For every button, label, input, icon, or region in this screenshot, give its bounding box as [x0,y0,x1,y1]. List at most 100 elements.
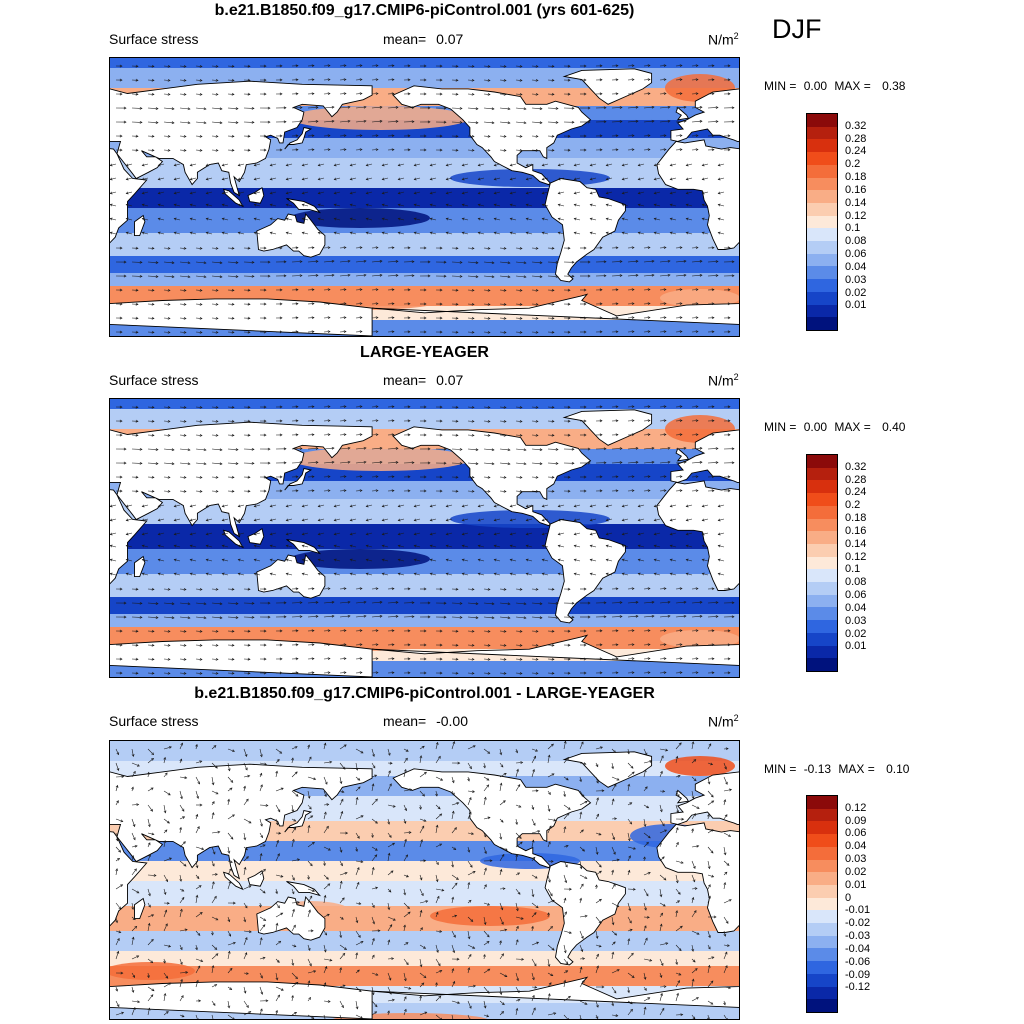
stress-vectors [115,741,733,1019]
colorbar-swatch [807,543,837,557]
colorbar-swatch [807,164,837,178]
panel-2-title: LARGE-YEAGER [360,344,489,361]
colorbar-label: 0.08 [845,576,867,589]
colorbar-label: 0.03 [845,273,867,286]
stress-band [110,574,739,597]
colorbar-label: -0.12 [845,981,871,994]
colorbar-swatch [807,645,837,659]
panel-3-colorbar [806,795,838,1013]
landmass-eurasia [110,80,373,197]
colorbar-swatch [807,215,837,229]
colorbar-label: 0.02 [845,286,867,299]
colorbar-swatch [807,317,837,330]
panel-3-max-label: MAX = [838,762,875,776]
colorbar-label: 0.02 [845,627,867,640]
colorbar-label: 0.02 [845,865,867,878]
colorbar-label: 0.18 [845,171,867,184]
colorbar-swatch [807,935,837,949]
stress-band [110,841,739,861]
colorbar-swatch [807,620,837,633]
colorbar-label: 0.12 [845,801,867,814]
colorbar-label: 0.18 [845,512,867,525]
landmass-britain [675,447,690,462]
landmass-newguinea [286,881,322,897]
colorbar-label: -0.03 [845,930,871,943]
colorbar-swatch [807,884,837,898]
colorbar-swatch [807,569,837,583]
stress-band [110,188,739,208]
colorbar-label: 0.1 [845,222,861,235]
panel-3-mean: mean= -0.00 [383,713,468,729]
colorbar-label: -0.02 [845,917,871,930]
stress-band [110,58,739,68]
colorbar-swatch [807,796,837,809]
colorbar-label: 0.01 [845,878,867,891]
colorbar-label: 0.24 [845,486,867,499]
colorbar-swatch [807,910,837,924]
stress-anomaly [660,289,739,307]
panel-1-colorbar [806,113,838,331]
stress-band [110,256,739,273]
colorbar-label: 0.01 [845,640,867,653]
panel-3-min-label: MIN = [764,762,797,776]
colorbar-label: 0.12 [845,550,867,563]
landmass-antarctica [110,981,373,1019]
landmass-antarctica [110,298,373,336]
colorbar-swatch [807,986,837,1000]
colorbar-label: 0.01 [845,299,867,312]
landmass-antarctica [372,634,739,666]
stress-anomaly [290,447,470,471]
colorbar-swatch [807,455,837,468]
colorbar-label: -0.01 [845,904,871,917]
landmass-japan [284,126,313,150]
colorbar-label: 0.32 [845,119,867,132]
colorbar-label: 0.28 [845,473,867,486]
colorbar-label: 0.04 [845,840,867,853]
panel-3-mean-value: -0.00 [436,713,469,729]
panel-1-mean-label: mean= [383,31,427,47]
colorbar-label: 0.03 [845,614,867,627]
landmass-madagascar [134,214,146,237]
colorbar-label: 0.06 [845,827,867,840]
stress-anomaly [290,106,470,130]
stress-band [110,597,739,614]
stress-band [110,399,739,409]
landmass-antarctica [110,639,373,677]
colorbar-label: 0 [845,891,852,904]
colorbar-swatch [807,607,837,621]
panel-1-units-base: N/m [708,31,734,48]
landmass-sumatra [222,188,244,208]
stress-vectors [110,405,735,675]
colorbar-swatch [807,114,837,127]
landmass-eurasia [110,421,373,538]
colorbar-swatch [807,897,837,911]
landmass-eurasia [670,429,739,483]
panel-1-variable-label: Surface stress [109,31,199,47]
landmass-madagascar [134,555,146,578]
colorbar-swatch [807,139,837,153]
panel-2-min-value: 0.00 [803,420,828,434]
panel-1-max-value: 0.38 [882,79,906,93]
colorbar-swatch [807,808,837,822]
colorbar-swatch [807,948,837,962]
colorbar-swatch [807,531,837,544]
panel-3-title: b.e21.B1850.f09_g17.CMIP6-piControl.001 … [194,685,655,702]
panel-1-min-value: 0.00 [803,79,828,93]
colorbar-swatch [807,202,837,216]
panel-3-units-base: N/m [708,713,734,730]
panel-2-mean-label: mean= [383,372,427,388]
landmass-britain [675,789,690,804]
stress-anomaly [290,549,430,569]
stress-anomaly [430,906,550,926]
landmass-greenland [562,409,653,446]
panel-2-units: N/m2 [708,372,739,389]
colorbar-swatch [807,923,837,936]
colorbar-label: -0.09 [845,968,871,981]
stress-anomaly [660,630,739,648]
colorbar-swatch [807,266,837,280]
landmass-antarctica [372,293,739,325]
landmass-eurasia [670,88,739,142]
colorbar-swatch [807,228,837,242]
panel-1-mean-value: 0.07 [436,31,464,47]
landmass-japan [284,809,313,833]
